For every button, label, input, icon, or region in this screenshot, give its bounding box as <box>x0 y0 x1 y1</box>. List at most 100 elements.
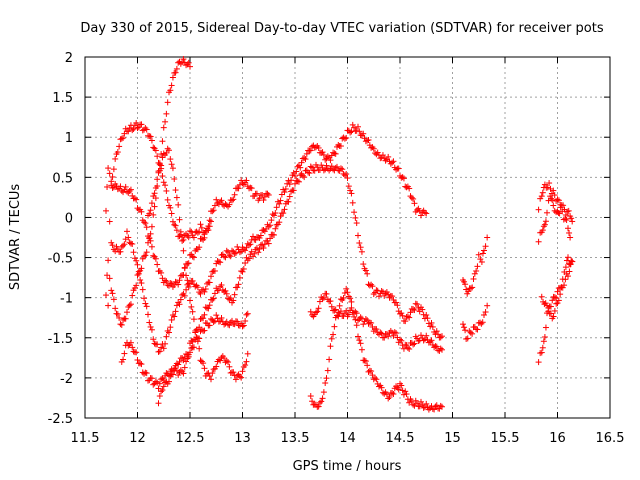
data-point <box>158 376 165 383</box>
data-point <box>569 218 576 225</box>
data-point <box>295 178 302 185</box>
data-point <box>327 157 334 164</box>
data-point <box>150 193 157 200</box>
data-point <box>181 265 188 272</box>
x-tick-label: 16.5 <box>596 431 625 446</box>
data-point <box>133 119 140 126</box>
data-point <box>226 322 233 329</box>
data-point <box>339 166 346 173</box>
data-point <box>109 184 116 191</box>
data-point <box>415 304 422 311</box>
data-point <box>551 294 558 301</box>
data-point <box>389 389 396 396</box>
data-point <box>234 318 241 325</box>
data-point <box>163 187 170 194</box>
data-point <box>176 233 183 240</box>
data-point <box>349 199 356 206</box>
data-point <box>239 180 246 187</box>
data-point <box>208 273 214 280</box>
data-point <box>175 372 182 379</box>
data-point <box>133 257 140 264</box>
data-point <box>365 136 372 143</box>
data-point <box>173 302 180 309</box>
data-point <box>146 234 153 241</box>
data-point <box>328 163 335 170</box>
data-point <box>150 381 157 388</box>
data-point <box>406 345 413 352</box>
data-point <box>177 228 184 235</box>
data-point <box>218 314 225 321</box>
data-point <box>260 245 267 252</box>
data-point <box>411 340 418 347</box>
data-point <box>196 324 203 331</box>
data-point <box>404 344 411 351</box>
data-point <box>554 300 561 307</box>
data-point <box>555 197 562 204</box>
data-point <box>247 184 254 191</box>
data-point <box>168 280 175 287</box>
data-point <box>293 168 300 175</box>
data-point <box>431 406 438 413</box>
data-point <box>145 239 151 246</box>
data-point <box>537 350 544 357</box>
data-point <box>569 258 576 265</box>
data-point <box>194 338 201 345</box>
data-point <box>260 226 267 233</box>
data-point <box>167 280 174 287</box>
data-point <box>244 350 251 357</box>
data-point <box>202 286 209 293</box>
data-point <box>109 242 116 249</box>
data-point <box>360 321 367 328</box>
y-tick-label: -1 <box>60 292 73 307</box>
data-point <box>370 291 377 298</box>
data-point <box>143 224 150 231</box>
data-point <box>252 236 259 243</box>
data-point <box>127 339 134 346</box>
data-point <box>243 311 250 318</box>
data-point <box>353 127 360 134</box>
data-point <box>122 315 129 322</box>
data-point <box>198 235 205 242</box>
data-point <box>197 357 204 364</box>
y-tick-label: 0.5 <box>52 171 73 186</box>
data-point <box>345 183 352 190</box>
data-point <box>477 256 484 263</box>
data-point <box>320 389 327 396</box>
data-point <box>236 373 243 380</box>
data-point <box>156 393 163 400</box>
data-point <box>139 255 146 262</box>
data-point <box>327 165 334 172</box>
data-point <box>364 362 371 369</box>
data-point <box>343 285 350 292</box>
data-point <box>313 309 319 316</box>
data-point <box>271 231 277 238</box>
data-point <box>307 308 314 315</box>
data-point <box>313 144 319 151</box>
data-point <box>114 245 121 252</box>
data-point <box>265 191 272 198</box>
data-point <box>117 321 124 328</box>
data-point <box>183 272 190 279</box>
data-point <box>181 292 188 299</box>
data-point <box>239 323 246 330</box>
data-point <box>373 287 380 294</box>
data-point <box>376 383 382 390</box>
data-point <box>343 134 350 141</box>
data-point <box>551 192 558 199</box>
data-point <box>369 283 376 290</box>
data-point <box>264 190 271 197</box>
data-point <box>177 296 184 303</box>
data-point <box>377 329 384 336</box>
data-point <box>564 208 571 215</box>
data-point <box>127 301 134 308</box>
data-point <box>406 314 413 321</box>
data-point <box>408 194 415 201</box>
data-point <box>372 375 379 382</box>
data-point <box>378 330 385 337</box>
data-point <box>462 327 469 334</box>
data-point <box>225 249 232 256</box>
data-point <box>242 362 249 369</box>
data-point <box>565 207 572 214</box>
data-point <box>243 358 250 365</box>
data-point <box>146 210 153 217</box>
